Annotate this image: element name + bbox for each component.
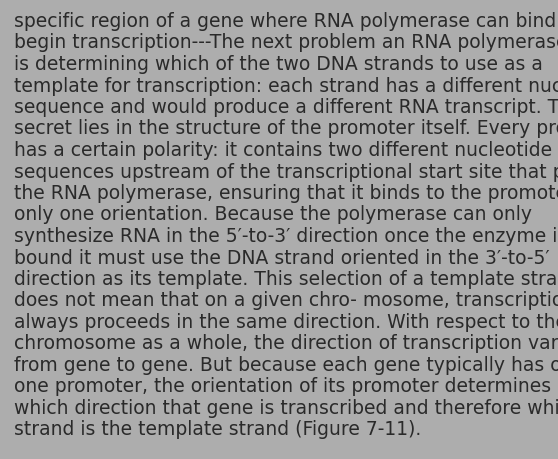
- Text: only one orientation. Because the polymerase can only: only one orientation. Because the polyme…: [14, 205, 532, 224]
- Text: from gene to gene. But because each gene typically has only: from gene to gene. But because each gene…: [14, 355, 558, 374]
- Text: strand is the template strand (Figure 7-11).: strand is the template strand (Figure 7-…: [14, 420, 421, 438]
- Text: specific region of a gene where RNA polymerase can bind and: specific region of a gene where RNA poly…: [14, 12, 558, 31]
- Text: does not mean that on a given chro- mosome, transcription: does not mean that on a given chro- moso…: [14, 291, 558, 310]
- Text: bound it must use the DNA strand oriented in the 3′-to-5′: bound it must use the DNA strand oriente…: [14, 248, 550, 267]
- Text: chromosome as a whole, the direction of transcription var- ies: chromosome as a whole, the direction of …: [14, 334, 558, 353]
- Text: sequences upstream of the transcriptional start site that position: sequences upstream of the transcriptiona…: [14, 162, 558, 181]
- Text: begin transcription---The next problem an RNA polymerase faces: begin transcription---The next problem a…: [14, 34, 558, 52]
- Text: synthesize RNA in the 5′-to-3′ direction once the enzyme is: synthesize RNA in the 5′-to-3′ direction…: [14, 226, 558, 246]
- Text: sequence and would produce a different RNA transcript. The: sequence and would produce a different R…: [14, 98, 558, 117]
- Text: secret lies in the structure of the promoter itself. Every promoter: secret lies in the structure of the prom…: [14, 119, 558, 138]
- Text: always proceeds in the same direction. With respect to the: always proceeds in the same direction. W…: [14, 312, 558, 331]
- Text: direction as its template. This selection of a template strand: direction as its template. This selectio…: [14, 269, 558, 288]
- Text: which direction that gene is transcribed and therefore which: which direction that gene is transcribed…: [14, 398, 558, 417]
- Text: the RNA polymerase, ensuring that it binds to the promoter in: the RNA polymerase, ensuring that it bin…: [14, 184, 558, 202]
- Text: template for transcription: each strand has a different nucleotide: template for transcription: each strand …: [14, 76, 558, 95]
- Text: is determining which of the two DNA strands to use as a: is determining which of the two DNA stra…: [14, 55, 543, 74]
- Text: has a certain polarity: it contains two different nucleotide: has a certain polarity: it contains two …: [14, 141, 552, 160]
- Text: one promoter, the orientation of its promoter determines in: one promoter, the orientation of its pro…: [14, 377, 558, 396]
